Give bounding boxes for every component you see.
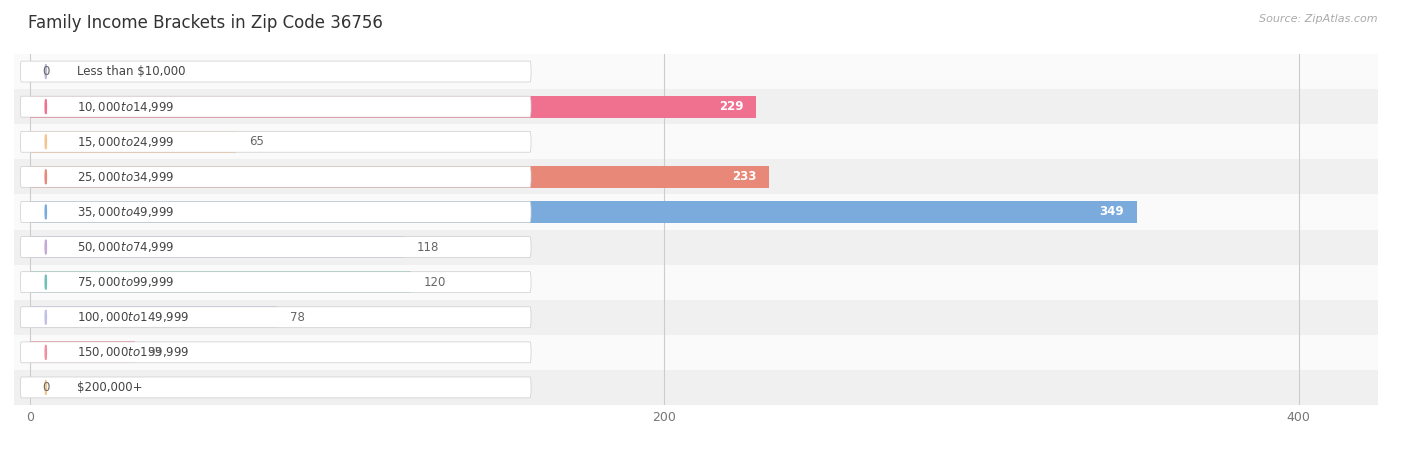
Bar — [30, 166, 769, 188]
FancyBboxPatch shape — [21, 307, 531, 328]
FancyBboxPatch shape — [21, 377, 531, 398]
Bar — [14, 54, 1378, 89]
Bar — [30, 61, 37, 82]
Text: $25,000 to $34,999: $25,000 to $34,999 — [77, 170, 174, 184]
Text: 233: 233 — [733, 171, 756, 183]
Text: 78: 78 — [290, 311, 305, 324]
Text: 0: 0 — [42, 381, 51, 394]
Text: $50,000 to $74,999: $50,000 to $74,999 — [77, 240, 174, 254]
Bar — [14, 124, 1378, 159]
Text: 120: 120 — [423, 276, 446, 288]
Bar — [30, 236, 404, 258]
Text: 349: 349 — [1099, 206, 1125, 218]
Bar — [14, 265, 1378, 300]
Bar — [14, 370, 1378, 405]
Bar — [14, 335, 1378, 370]
Bar — [14, 89, 1378, 124]
Text: 118: 118 — [416, 241, 439, 253]
Bar — [30, 377, 37, 398]
Text: $35,000 to $49,999: $35,000 to $49,999 — [77, 205, 174, 219]
Bar — [30, 306, 277, 328]
Text: $200,000+: $200,000+ — [77, 381, 143, 394]
FancyBboxPatch shape — [21, 96, 531, 117]
Bar — [30, 96, 756, 117]
Text: $150,000 to $199,999: $150,000 to $199,999 — [77, 345, 190, 360]
Text: Family Income Brackets in Zip Code 36756: Family Income Brackets in Zip Code 36756 — [28, 14, 382, 32]
Text: $100,000 to $149,999: $100,000 to $149,999 — [77, 310, 190, 324]
FancyBboxPatch shape — [21, 272, 531, 292]
FancyBboxPatch shape — [21, 202, 531, 222]
Text: 33: 33 — [148, 346, 162, 359]
Text: Source: ZipAtlas.com: Source: ZipAtlas.com — [1260, 14, 1378, 23]
Bar — [30, 201, 1137, 223]
FancyBboxPatch shape — [21, 342, 531, 363]
FancyBboxPatch shape — [21, 237, 531, 257]
Text: $75,000 to $99,999: $75,000 to $99,999 — [77, 275, 174, 289]
FancyBboxPatch shape — [21, 166, 531, 187]
Text: 65: 65 — [249, 135, 264, 148]
Bar — [14, 300, 1378, 335]
FancyBboxPatch shape — [21, 61, 531, 82]
Text: Less than $10,000: Less than $10,000 — [77, 65, 186, 78]
Text: 229: 229 — [718, 100, 744, 113]
Bar — [30, 131, 236, 153]
Text: $10,000 to $14,999: $10,000 to $14,999 — [77, 99, 174, 114]
Bar — [14, 194, 1378, 230]
Bar — [30, 271, 411, 293]
Bar — [30, 342, 135, 363]
Text: 0: 0 — [42, 65, 51, 78]
Text: $15,000 to $24,999: $15,000 to $24,999 — [77, 135, 174, 149]
Bar — [14, 230, 1378, 265]
FancyBboxPatch shape — [21, 131, 531, 152]
Bar — [14, 159, 1378, 194]
